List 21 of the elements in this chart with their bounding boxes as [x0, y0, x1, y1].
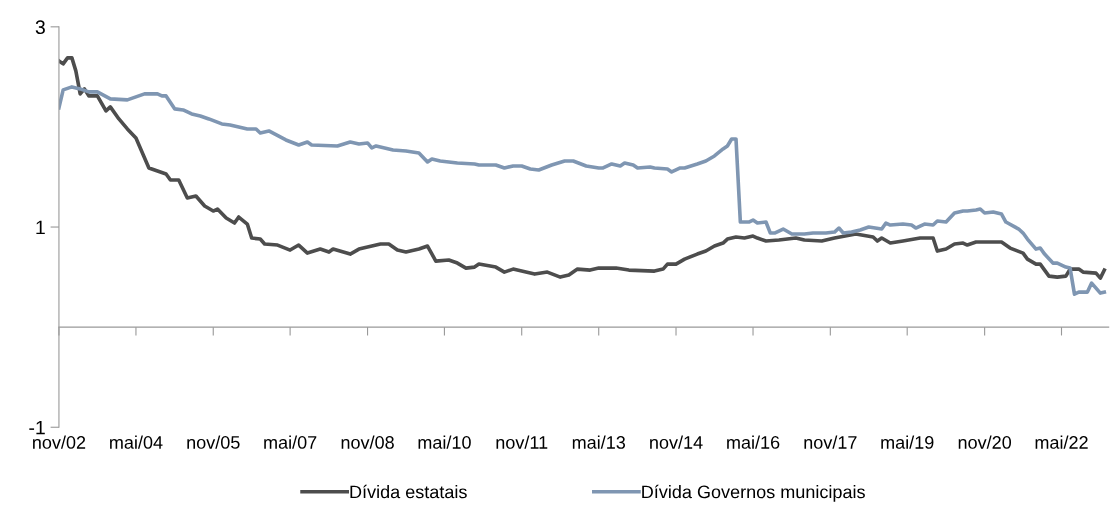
y-tick-label: -1	[29, 420, 45, 435]
x-tick-label: nov/08	[341, 435, 394, 449]
x-tick-label: nov/20	[958, 435, 1012, 449]
y-tick-label: 1	[36, 220, 45, 235]
x-tick-label: mai/16	[727, 435, 780, 449]
line-series	[58, 85, 1107, 296]
x-tick-label: nov/17	[804, 435, 857, 449]
x-tick-label: nov/11	[496, 435, 548, 449]
x-tick-label: mai/13	[572, 435, 626, 449]
x-tick-label: mai/22	[1035, 435, 1088, 449]
x-tick-label: mai/04	[110, 435, 163, 449]
x-tick-label: nov/02	[33, 435, 86, 449]
x-tick-label: mai/19	[881, 435, 934, 449]
x-tick-label: nov/05	[187, 435, 240, 449]
x-tick-label: nov/14	[650, 435, 703, 449]
x-tick-label: mai/07	[264, 435, 317, 449]
line-series	[58, 56, 1107, 280]
y-tick-label: 3	[35, 20, 45, 35]
x-tick-label: mai/10	[418, 435, 471, 449]
legend-label: Dívida Governos municipais	[642, 484, 865, 502]
legend-label: Dívida estatais	[350, 484, 467, 499]
